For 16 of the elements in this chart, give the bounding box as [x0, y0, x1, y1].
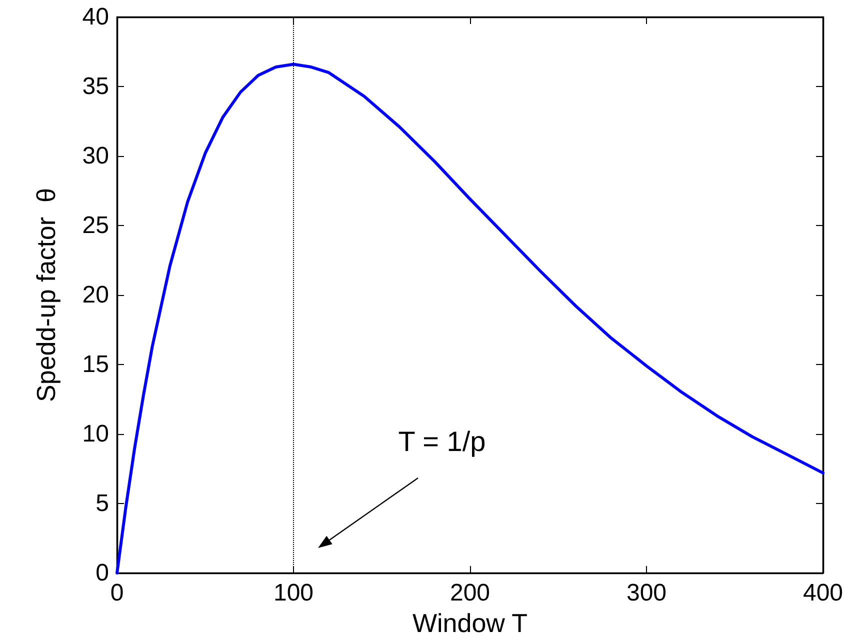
y-tick-label: 10 [82, 420, 109, 448]
x-tick-label: 200 [450, 580, 490, 606]
y-tick-label: 35 [82, 73, 109, 100]
x-axis-title: Window T [412, 608, 528, 638]
x-tick-label: 400 [802, 580, 844, 606]
y-tick-label: 5 [96, 490, 109, 517]
y-tick-label: 25 [82, 212, 109, 239]
annotation: T = 1/p [398, 426, 486, 458]
y-tick-label: 30 [82, 142, 109, 170]
x-tick-label: 100 [273, 580, 314, 606]
y-tick-label: 0 [96, 560, 109, 586]
x-tick-label: 300 [626, 580, 667, 606]
y-tick-label: 20 [82, 282, 109, 308]
y-axis-title: Spedd-up factor θ [31, 188, 61, 402]
y-tick-label: 15 [82, 351, 109, 378]
y-tick-label: 40 [82, 4, 109, 30]
